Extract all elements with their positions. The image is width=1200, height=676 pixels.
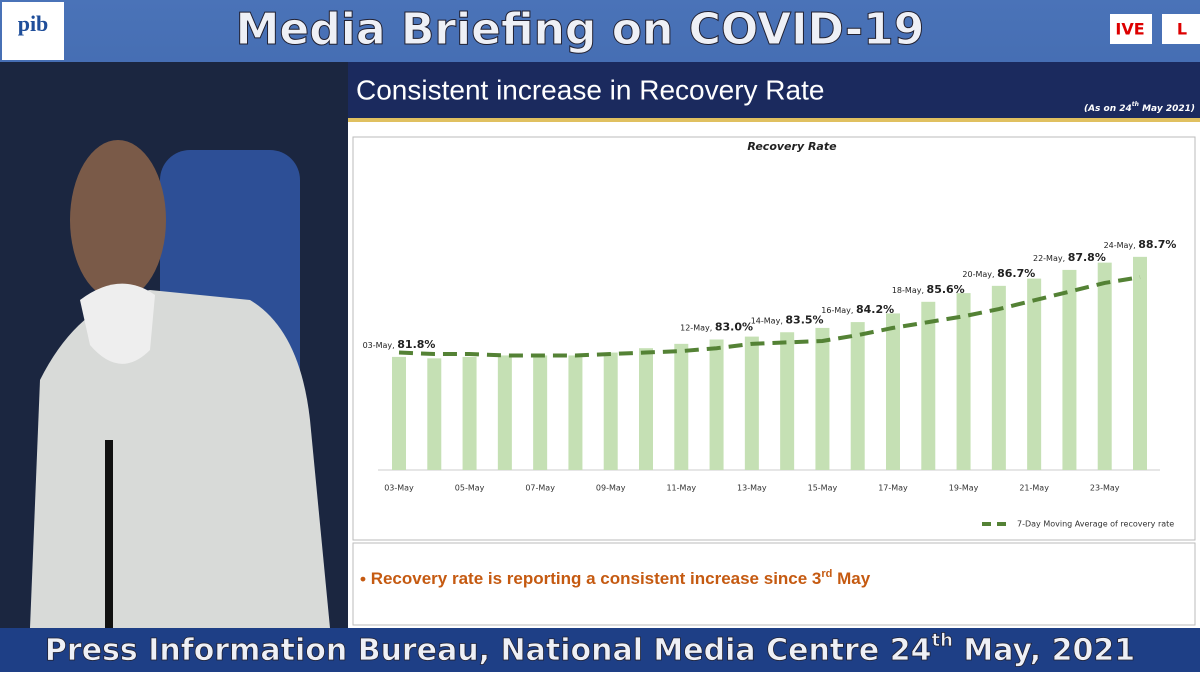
slide-title-bar — [348, 62, 1200, 118]
bullet-part: May — [832, 569, 870, 588]
data-label-date: 03-May — [363, 340, 393, 349]
data-label-sep: , — [851, 306, 856, 315]
x-tick-label: 23-May — [1090, 484, 1120, 493]
bar — [850, 322, 865, 470]
data-label: 22-May, 87.8% — [1033, 251, 1106, 264]
data-label-sep: , — [992, 269, 997, 278]
data-label: 03-May, 81.8% — [363, 338, 436, 351]
x-tick-label: 05-May — [455, 484, 485, 493]
data-label-value: 83.0% — [715, 321, 753, 334]
footer-part: Press Information Bureau, National Media… — [45, 633, 932, 668]
bar — [886, 313, 900, 470]
person-head — [70, 140, 166, 300]
bar — [392, 356, 406, 470]
x-tick-label: 15-May — [808, 484, 838, 493]
footer-sup: th — [931, 630, 952, 651]
x-tick-label: 07-May — [525, 484, 555, 493]
data-label-sep: , — [1133, 240, 1138, 249]
x-tick-label: 03-May — [384, 484, 414, 493]
bar — [744, 336, 759, 470]
live-text: IVE — [1115, 20, 1144, 39]
slide-title: Consistent increase in Recovery Rate — [356, 74, 824, 105]
bar — [780, 332, 795, 470]
data-label-date: 14-May — [751, 316, 781, 325]
data-label-date: 12-May — [680, 323, 710, 332]
header-title: Media Briefing on COVID-19 — [236, 4, 925, 55]
data-label-value: 86.7% — [997, 267, 1035, 280]
data-label-date: 22-May — [1033, 253, 1063, 262]
data-label: 24-May, 88.7% — [1104, 238, 1177, 251]
footer-part: May, 2021 — [953, 633, 1135, 668]
data-label-date: 18-May — [892, 285, 922, 294]
mask — [80, 283, 155, 364]
data-label: 12-May, 83.0% — [680, 321, 753, 334]
bar — [1062, 269, 1077, 470]
data-label-value: 88.7% — [1138, 238, 1176, 251]
bar — [1027, 278, 1042, 470]
bar — [709, 339, 724, 470]
bar — [1133, 256, 1147, 470]
slide-note: (As on 24th May 2021) — [1084, 101, 1195, 114]
bullet: • Recovery rate is reporting a consisten… — [360, 568, 871, 589]
data-label-value: 81.8% — [397, 338, 435, 351]
data-label-value: 87.8% — [1068, 251, 1106, 264]
bar — [815, 327, 830, 470]
person-body — [30, 290, 330, 628]
bullet-sup: rd — [821, 568, 832, 580]
data-label-date: 20-May — [962, 269, 992, 278]
bar — [956, 293, 971, 470]
bullet-part: Recovery rate is reporting a consistent … — [371, 569, 822, 588]
x-tick-label: 19-May — [949, 484, 979, 493]
live-text: L — [1177, 20, 1187, 39]
x-tick-label: 09-May — [596, 484, 626, 493]
bar — [427, 358, 442, 470]
data-label: 16-May, 84.2% — [821, 303, 894, 316]
live-badge — [1110, 14, 1152, 44]
bullet-box — [352, 542, 1196, 626]
bar — [497, 355, 512, 470]
data-label-sep: , — [1063, 253, 1068, 262]
bar — [1097, 262, 1112, 470]
data-label-sep: , — [780, 316, 785, 325]
x-tick-label: 21-May — [1019, 484, 1049, 493]
chart-title: Recovery Rate — [747, 140, 837, 153]
chart-box — [352, 136, 1196, 541]
data-label-value: 83.5% — [785, 313, 823, 326]
bar — [533, 355, 548, 470]
bar — [462, 356, 477, 470]
slide-stripe — [348, 118, 1200, 122]
bar — [603, 352, 618, 470]
note-part: (As on 24 — [1084, 104, 1132, 114]
data-label-value: 84.2% — [856, 303, 894, 316]
data-label-date: 24-May — [1104, 240, 1134, 249]
x-tick-label: 13-May — [737, 484, 767, 493]
footer: Press Information Bureau, National Media… — [45, 630, 1135, 668]
data-label-sep: , — [392, 340, 397, 349]
data-label: 18-May, 85.6% — [892, 283, 965, 296]
data-label-sep: , — [921, 285, 926, 294]
logo: pib — [18, 11, 49, 36]
microphone — [105, 440, 113, 628]
data-label: 14-May, 83.5% — [751, 313, 824, 326]
logo-box — [2, 2, 64, 60]
note-part: May 2021) — [1139, 104, 1195, 114]
moving-average-line — [398, 275, 1141, 358]
data-label-date: 16-May — [821, 306, 851, 315]
live-badge — [1162, 14, 1200, 44]
bar — [921, 301, 936, 470]
x-tick-label: 17-May — [878, 484, 908, 493]
bar — [674, 343, 689, 470]
legend-label: 7-Day Moving Average of recovery rate — [1017, 520, 1174, 529]
note-sup: th — [1132, 101, 1139, 108]
x-tick-label: 11-May — [666, 484, 696, 493]
bar — [639, 348, 653, 470]
bar — [568, 355, 583, 470]
bar — [991, 285, 1006, 470]
data-label-value: 85.6% — [927, 283, 965, 296]
footer-bar — [0, 628, 1200, 672]
data-label-sep: , — [710, 323, 715, 332]
data-label: 20-May, 86.7% — [962, 267, 1035, 280]
